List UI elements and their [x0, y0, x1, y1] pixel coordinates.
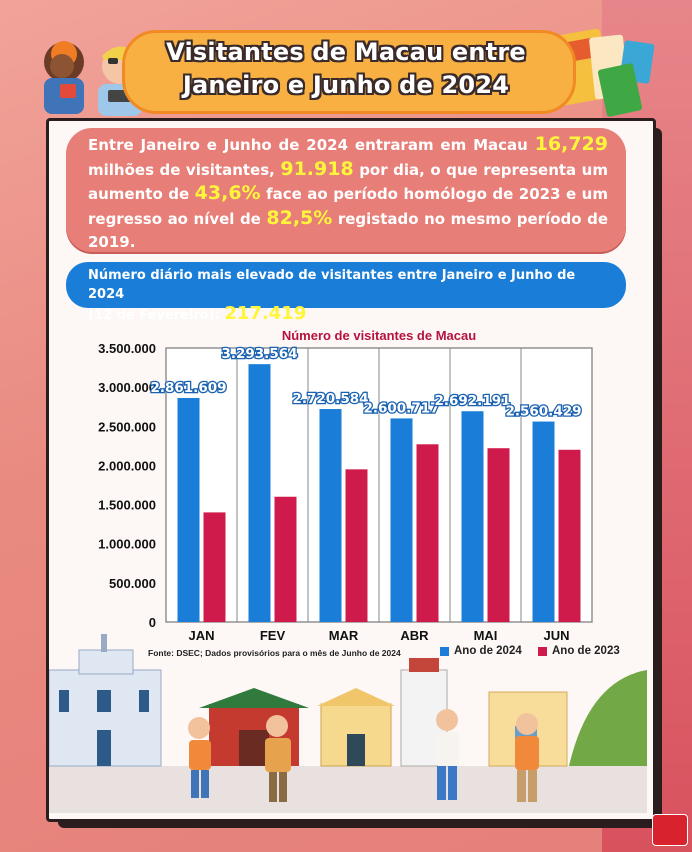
- peak-line-1: Número diário mais elevado de visitantes…: [88, 268, 576, 302]
- macau-landmarks-illustration: [49, 634, 647, 813]
- x-tick-label: JAN: [188, 628, 214, 643]
- y-tick-label: 2.500.000: [98, 419, 156, 434]
- bar-2023-jun: [558, 449, 581, 622]
- legend-item-2024: Ano de 2024: [440, 645, 522, 657]
- bar-chart: Número de visitantes de Macau 0 500.000 1.0…: [98, 328, 593, 643]
- y-tick-label: 0: [149, 615, 156, 630]
- data-label-2024: 2.692.191: [434, 393, 510, 409]
- bar-2023-abr: [416, 444, 439, 622]
- peak-box: [66, 262, 626, 308]
- summary-highlight-increase: 43,6%: [194, 182, 261, 204]
- data-label-2024: 2.861.609: [150, 380, 226, 396]
- bar-2024-jan: [177, 397, 200, 622]
- peak-text: Número diário mais elevado de visitantes…: [88, 266, 608, 325]
- x-tick-label: ABR: [400, 628, 429, 643]
- x-tick-label: MAR: [329, 628, 359, 643]
- bar-2023-jan: [203, 512, 226, 622]
- legend-swatch-2023: [538, 646, 547, 656]
- data-label-2024: 2.720.584: [292, 391, 368, 407]
- summary-part-4: face ao período homólogo de 2023 e um re…: [88, 185, 608, 228]
- summary-highlight-total: 16,729: [534, 133, 608, 155]
- publisher-logo: [652, 814, 688, 846]
- chart-source: Fonte: DSEC; Dados provisórios para o mê…: [148, 648, 401, 658]
- summary-part-3: por dia, o que representa um aumento de: [88, 160, 608, 204]
- data-label-2024: 3.293.564: [221, 346, 297, 362]
- title-line-1: Visitantes de Macau entre: [166, 38, 526, 66]
- legend-label-2024: Ano de 2024: [454, 645, 522, 657]
- tourist-figure-1: [188, 717, 211, 798]
- tourist-figure-2: [265, 715, 291, 802]
- page-title: Visitantes de Macau entre Janeiro e Junh…: [122, 36, 570, 102]
- bar-2024-jun: [532, 421, 555, 622]
- bar-2024-fev: [248, 364, 271, 622]
- y-tick-label: 2.000.000: [98, 458, 156, 473]
- bar-2023-mar: [345, 469, 368, 622]
- y-tick-label: 1.000.000: [98, 537, 156, 552]
- x-tick-label: FEV: [260, 628, 286, 643]
- tourist-figure-4: [515, 713, 539, 802]
- data-label-2024: 2.600.717: [363, 400, 439, 416]
- legend-swatch-2024: [440, 646, 449, 656]
- y-tick-label: 3.000.000: [98, 380, 156, 395]
- x-tick-label: JUN: [543, 628, 569, 643]
- x-tick-label: MAI: [474, 628, 498, 643]
- peak-value: 217.419: [224, 303, 307, 324]
- summary-text: Entre Janeiro e Junho de 2024 entraram e…: [88, 133, 608, 255]
- summary-highlight-daily: 91.918: [280, 157, 354, 180]
- summary-part-5: registado no mesmo período de 2019.: [88, 209, 608, 252]
- bar-2023-fev: [274, 496, 297, 622]
- bar-2023-mai: [487, 448, 510, 622]
- summary-part-2: milhões de visitantes,: [88, 160, 281, 179]
- bar-2024-mai: [461, 411, 484, 622]
- bar-2024-mar: [319, 409, 342, 622]
- summary-box: [66, 128, 626, 252]
- bar-2024-abr: [390, 418, 413, 622]
- peak-line-2: (12 de Fevereiro):: [88, 308, 225, 323]
- y-tick-label: 1.500.000: [98, 498, 156, 513]
- data-label-2024: 2.560.429: [505, 404, 581, 420]
- summary-highlight-recovery: 82,5%: [266, 206, 333, 229]
- y-tick-label: 3.500.000: [98, 341, 156, 356]
- chart-title: Número de visitantes de Macau: [282, 328, 476, 343]
- legend-label-2023: Ano de 2023: [552, 645, 620, 657]
- title-line-2: Janeiro e Junho de 2024: [182, 71, 510, 99]
- tourist-figure-3: [435, 709, 459, 800]
- legend-item-2023: Ano de 2023: [538, 645, 620, 657]
- title-banner: [122, 30, 576, 114]
- summary-part-1: Entre Janeiro e Junho de 2024 entraram e…: [88, 136, 535, 154]
- y-tick-label: 500.000: [109, 576, 156, 591]
